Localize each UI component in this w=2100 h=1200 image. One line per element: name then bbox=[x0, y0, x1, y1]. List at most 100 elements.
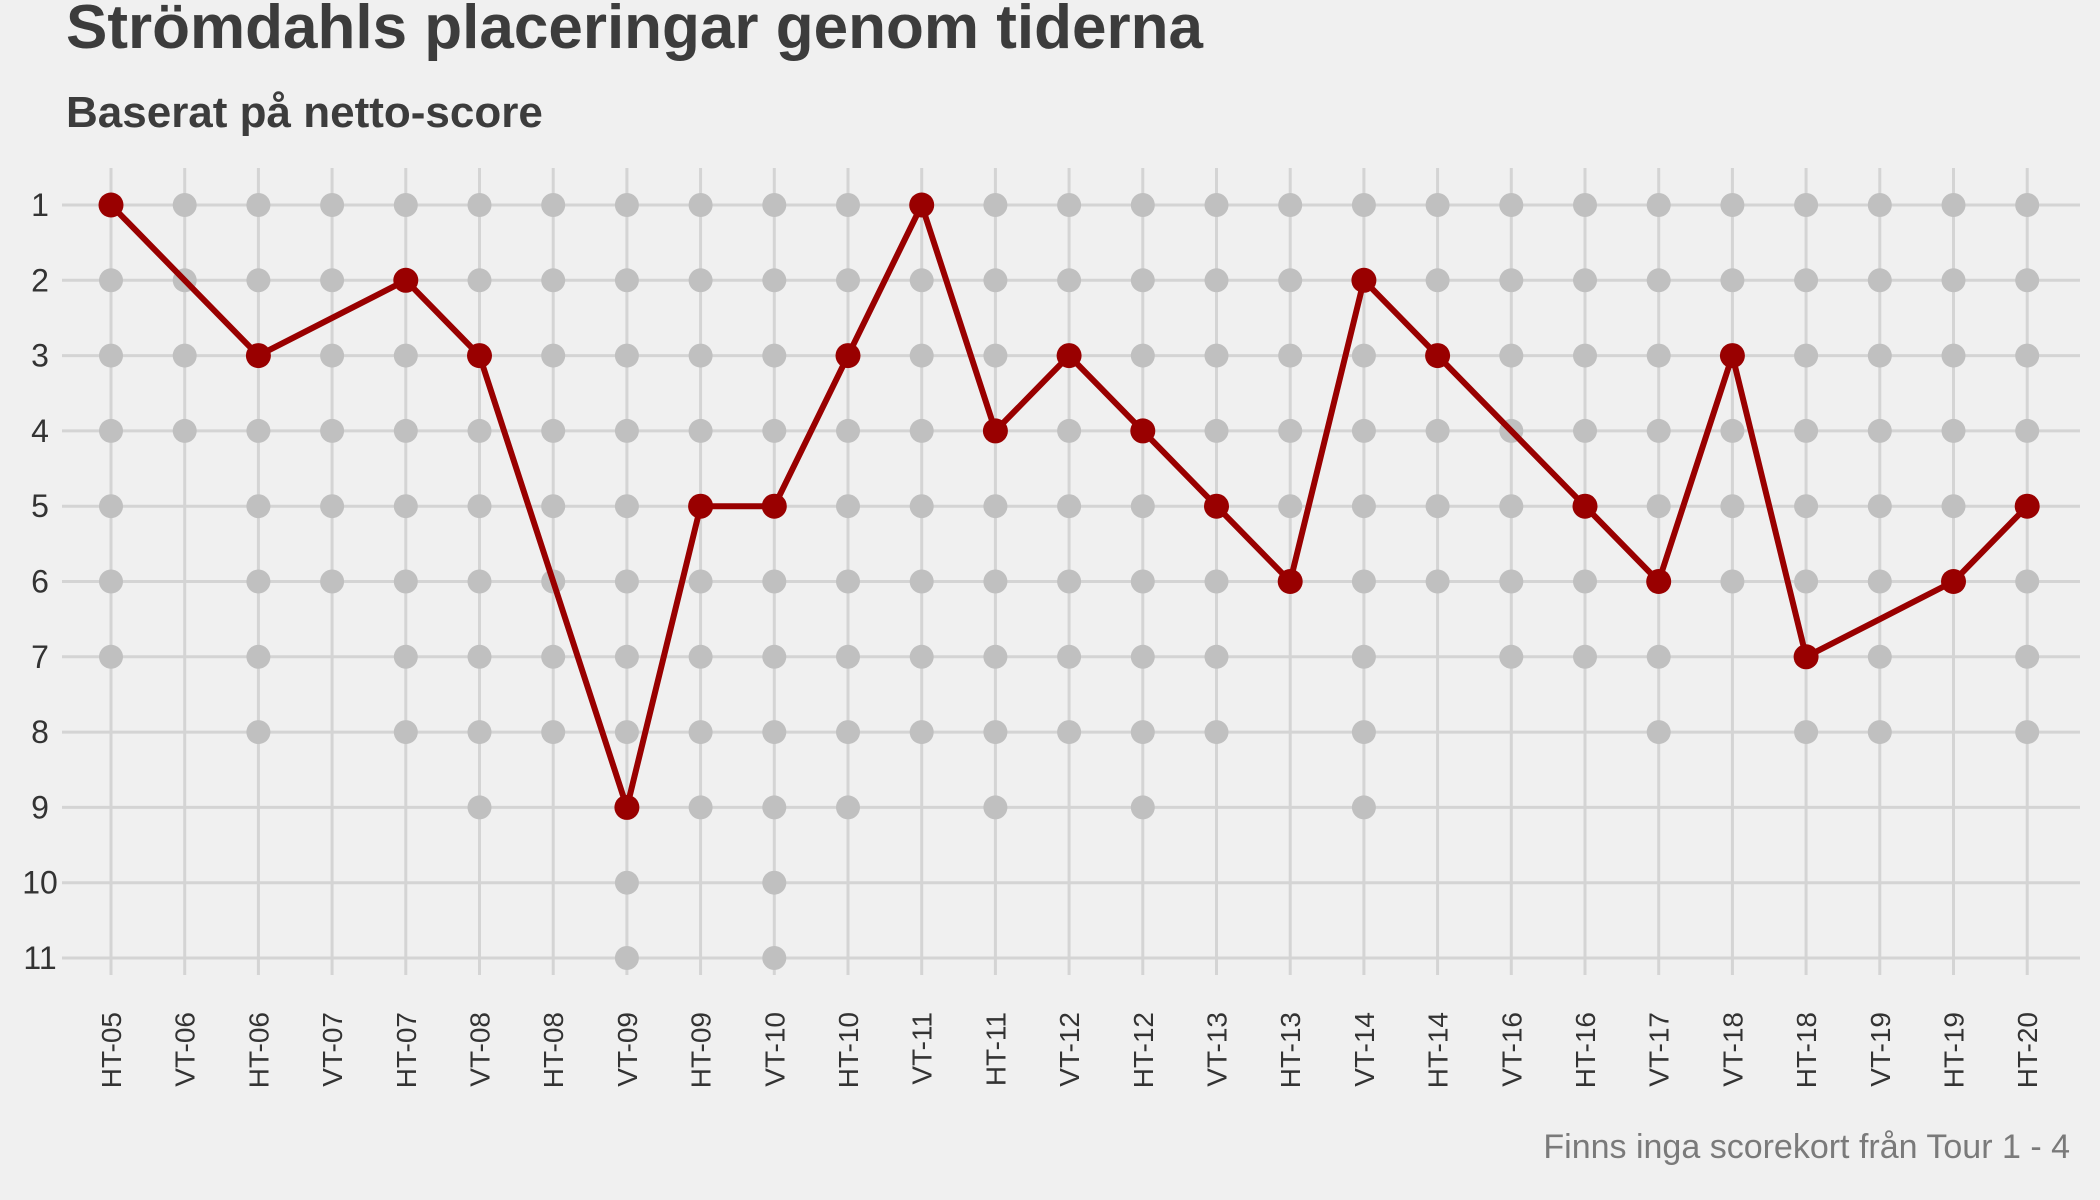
field-point bbox=[2015, 418, 2040, 443]
field-point bbox=[762, 193, 787, 217]
field-point bbox=[1057, 193, 1082, 217]
field-point bbox=[1646, 193, 1671, 217]
field-point bbox=[393, 494, 418, 519]
field-point bbox=[467, 644, 492, 669]
field-point bbox=[614, 946, 639, 970]
field-point bbox=[1794, 343, 1819, 368]
field-point bbox=[246, 569, 271, 594]
field-point bbox=[614, 644, 639, 669]
field-point bbox=[1794, 569, 1819, 594]
field-point bbox=[1204, 193, 1229, 217]
series-point bbox=[835, 343, 861, 369]
x-tick-label: VT-08 bbox=[465, 1012, 496, 1087]
field-point bbox=[836, 795, 860, 820]
field-point bbox=[1941, 193, 1966, 217]
field-point bbox=[320, 494, 345, 519]
field-point bbox=[1941, 343, 1966, 368]
field-point bbox=[762, 268, 787, 293]
y-tick-label: 7 bbox=[31, 639, 49, 675]
field-point bbox=[1794, 494, 1819, 519]
field-point bbox=[1573, 193, 1597, 217]
y-tick-label: 3 bbox=[31, 338, 49, 374]
field-point bbox=[614, 418, 639, 443]
x-tick-label: HT-11 bbox=[980, 1012, 1011, 1086]
field-point bbox=[762, 946, 787, 970]
field-point bbox=[1057, 644, 1082, 669]
chart-subtitle: Baserat på netto-score bbox=[66, 88, 543, 137]
field-point bbox=[909, 418, 934, 443]
field-point bbox=[246, 193, 271, 217]
field-point bbox=[1057, 569, 1082, 594]
field-point bbox=[909, 343, 934, 368]
field-point bbox=[614, 268, 639, 293]
field-point bbox=[246, 418, 271, 443]
field-point bbox=[1646, 418, 1671, 443]
field-point bbox=[1130, 343, 1155, 368]
field-point bbox=[762, 418, 787, 443]
field-point bbox=[1130, 720, 1155, 745]
field-point bbox=[467, 494, 492, 519]
x-tick-label: HT-12 bbox=[1128, 1012, 1159, 1088]
field-point bbox=[762, 795, 787, 820]
field-point bbox=[1720, 494, 1745, 519]
field-point bbox=[246, 644, 271, 669]
field-point bbox=[614, 870, 639, 895]
series-point bbox=[1941, 569, 1966, 594]
field-point bbox=[467, 193, 492, 217]
x-tick-label: HT-08 bbox=[538, 1012, 569, 1088]
field-point bbox=[983, 343, 1008, 368]
field-point bbox=[1278, 268, 1303, 293]
field-point bbox=[836, 268, 860, 293]
field-point bbox=[762, 343, 787, 368]
field-point bbox=[393, 343, 418, 368]
field-point bbox=[99, 268, 123, 293]
field-point bbox=[467, 569, 492, 594]
field-point bbox=[393, 193, 418, 217]
x-tick-label: VT-12 bbox=[1054, 1012, 1085, 1087]
field-point bbox=[983, 569, 1008, 594]
x-tick-label: HT-18 bbox=[1791, 1012, 1822, 1088]
field-point bbox=[1351, 418, 1376, 443]
field-point bbox=[1794, 268, 1819, 293]
series-point bbox=[393, 267, 419, 293]
field-point bbox=[541, 644, 566, 669]
field-point bbox=[614, 720, 639, 745]
y-tick-label: 10 bbox=[22, 865, 58, 901]
field-point bbox=[1573, 569, 1597, 594]
field-point bbox=[2015, 569, 2040, 594]
field-point bbox=[1130, 569, 1155, 594]
field-point bbox=[688, 644, 713, 669]
field-point bbox=[246, 720, 271, 745]
field-point bbox=[614, 343, 639, 368]
field-point bbox=[1351, 193, 1376, 217]
field-point bbox=[393, 569, 418, 594]
x-tick-label: VT-17 bbox=[1644, 1012, 1675, 1087]
series-point bbox=[1793, 644, 1819, 670]
field-point bbox=[1499, 644, 1524, 669]
y-tick-label: 2 bbox=[31, 262, 49, 298]
field-point bbox=[2015, 268, 2040, 293]
field-point bbox=[99, 494, 123, 519]
field-point bbox=[1867, 193, 1892, 217]
x-tick-label: VT-07 bbox=[317, 1012, 348, 1087]
field-point bbox=[836, 418, 860, 443]
y-tick-label: 9 bbox=[31, 789, 49, 825]
field-point bbox=[320, 569, 345, 594]
field-point bbox=[1941, 418, 1966, 443]
field-point bbox=[1720, 569, 1745, 594]
y-tick-label: 8 bbox=[31, 714, 49, 750]
field-point bbox=[1646, 644, 1671, 669]
field-point bbox=[983, 268, 1008, 293]
field-point bbox=[1351, 720, 1376, 745]
field-point bbox=[909, 644, 934, 669]
field-point bbox=[320, 418, 345, 443]
field-point bbox=[1720, 418, 1745, 443]
field-point bbox=[1204, 268, 1229, 293]
y-tick-label: 6 bbox=[31, 564, 49, 600]
x-tick-label: VT-09 bbox=[612, 1012, 643, 1087]
field-point bbox=[1720, 268, 1745, 293]
series-point bbox=[1277, 569, 1303, 594]
x-tick-label: VT-18 bbox=[1717, 1012, 1748, 1087]
y-tick-label: 4 bbox=[31, 413, 49, 449]
series-point bbox=[982, 418, 1008, 444]
